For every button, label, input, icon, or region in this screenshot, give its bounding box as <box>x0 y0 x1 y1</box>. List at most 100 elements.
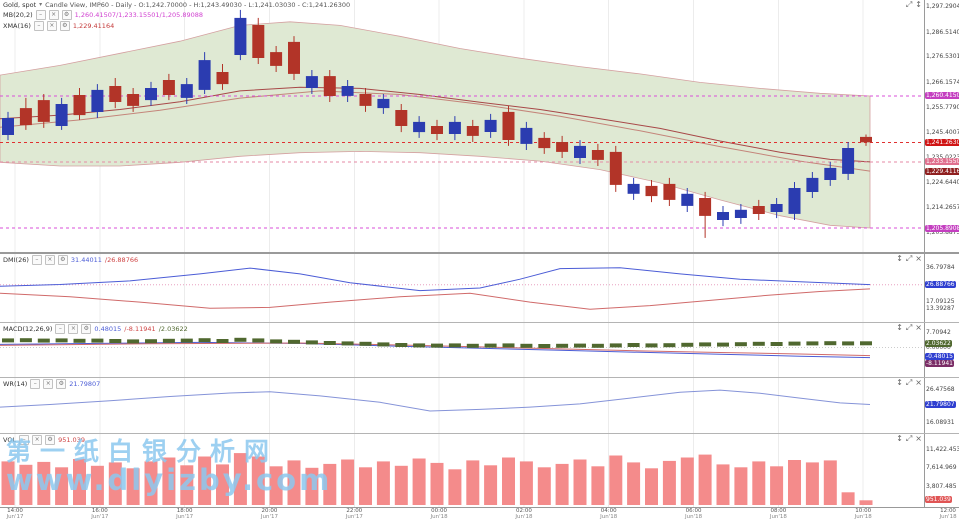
macd-histogram-bar <box>574 343 586 348</box>
candle-body <box>413 121 426 133</box>
candle-body <box>431 126 443 134</box>
wr-legend: WR(14) – × ⚙ 21.79807 <box>3 379 100 389</box>
macd-histogram-bar <box>770 342 783 346</box>
minus-di-line <box>0 288 871 310</box>
candle-body <box>288 41 300 74</box>
minimize-icon[interactable]: – <box>33 21 44 31</box>
minimize-icon[interactable]: – <box>55 324 66 334</box>
macd-histogram-bar <box>824 341 837 346</box>
candle-body <box>752 206 765 214</box>
settings-icon[interactable]: ⚙ <box>45 435 56 445</box>
macd-histogram-bar <box>359 341 372 346</box>
axis-label: 26.47568 <box>926 386 955 393</box>
close-icon[interactable]: × <box>915 434 922 443</box>
volume-panel: VOL – × ⚙ 951.039 ↕ ⤢ × 11,422.453 7,614.969 3,8… <box>0 433 959 507</box>
volume-bar <box>73 459 86 505</box>
resize-icon[interactable]: ↕ <box>896 434 903 443</box>
time-label: 08:00 Jun'18 <box>769 508 787 519</box>
dmi-axis[interactable]: 36.79784 17.09125 13.39287 26.88766 <box>924 254 959 322</box>
indicator-value: /26.88766 <box>104 256 139 264</box>
candle-body <box>681 193 694 206</box>
volume-bar <box>555 463 569 505</box>
volume-bar <box>412 458 426 505</box>
price-axis[interactable]: 1,297.29042 1,286.51400 1,276.53014 1,266.1… <box>924 0 959 252</box>
settings-icon[interactable]: ⚙ <box>61 10 72 20</box>
close-icon[interactable]: × <box>48 10 59 20</box>
indicator-value: /2.03622 <box>158 325 188 333</box>
axis-label: 17.09125 <box>926 298 955 306</box>
volume-bar <box>55 467 69 505</box>
macd-histogram-bar <box>788 341 801 346</box>
candle-body <box>663 183 676 200</box>
volume-bar <box>376 461 390 505</box>
wr-axis[interactable]: 26.47568 16.08931 21.79807 <box>924 378 959 433</box>
indicator-value: 21.79807 <box>69 380 101 388</box>
indicator-name: WR(14) <box>3 380 28 388</box>
macd-histogram-bar <box>198 338 211 343</box>
volume-bar <box>198 456 212 505</box>
expand-icon[interactable]: ⤢ <box>905 0 913 9</box>
macd-histogram-bar <box>341 341 354 346</box>
macd-histogram-bar <box>216 339 229 343</box>
macd-axis[interactable]: 7.70942 0.00000 2.03622 -0.48015 -8.11941 <box>924 323 959 377</box>
volume-bar <box>519 461 533 505</box>
indicator-value: 1,260.41507/1,233.15501/1,205.89088 <box>74 11 204 19</box>
axis-label: 1,255.77906 <box>926 103 959 111</box>
expand-icon[interactable]: ⤢ <box>905 434 913 443</box>
settings-icon[interactable]: ⚙ <box>57 255 68 265</box>
axis-label: 16.08931 <box>926 419 955 427</box>
indicator-name: MACD(12,26,9) <box>3 325 53 333</box>
candle-body <box>574 145 586 158</box>
macd-histogram-bar <box>484 343 497 348</box>
expand-icon[interactable]: ⤢ <box>905 323 913 332</box>
main-panel-controls: ⤢ ↕ <box>906 1 922 9</box>
settings-icon[interactable]: ⚙ <box>81 324 92 334</box>
resize-icon[interactable]: ↕ <box>896 378 903 387</box>
minimize-icon[interactable]: – <box>19 435 30 445</box>
candle-body <box>162 80 175 95</box>
candle-body <box>466 126 479 136</box>
macd-dea-line <box>0 342 871 357</box>
settings-icon[interactable]: ⚙ <box>56 379 67 389</box>
macd-histogram-bar <box>663 343 676 348</box>
minimize-icon[interactable]: – <box>30 379 41 389</box>
minimize-icon[interactable]: – <box>35 10 46 20</box>
close-icon[interactable]: × <box>32 435 43 445</box>
axis-label: 11,422.453 <box>926 445 959 453</box>
volume-bar <box>430 462 444 505</box>
symbol-label[interactable]: Gold, spot <box>3 1 37 9</box>
macd-histogram-bar <box>538 344 551 348</box>
expand-icon[interactable]: ⤢ <box>905 378 913 387</box>
settings-icon[interactable]: ⚙ <box>59 21 70 31</box>
axis-label: 1,276.53014 <box>926 53 959 61</box>
resize-icon[interactable]: ↕ <box>896 323 903 332</box>
candle-body <box>19 108 32 126</box>
minimize-icon[interactable]: – <box>31 255 42 265</box>
close-icon[interactable]: × <box>46 21 57 31</box>
time-label: 00:00 Jun'18 <box>430 508 448 519</box>
volume-bar <box>716 464 730 505</box>
resize-icon[interactable]: ↕ <box>896 254 903 263</box>
expand-icon[interactable]: ⤢ <box>905 254 913 263</box>
chevron-down-icon[interactable]: ▾ <box>39 1 43 8</box>
close-icon[interactable]: × <box>915 323 922 332</box>
dmi-panel: DMI(26) – × ⚙ 31.44011/26.88766 ↕ ⤢ × 36.79784… <box>0 252 959 322</box>
close-icon[interactable]: × <box>44 255 55 265</box>
close-icon[interactable]: × <box>68 324 79 334</box>
time-axis[interactable]: 14:00 Jun'17 16:00 Jun'17 18:00 Jun'17 20:00 Ju… <box>0 507 959 519</box>
time-label: 22:00 Jun'17 <box>345 508 363 519</box>
macd-histogram-bar <box>73 338 86 343</box>
close-icon[interactable]: × <box>43 379 54 389</box>
close-icon[interactable]: × <box>915 254 922 263</box>
candle-body <box>502 111 515 140</box>
macd-histogram-bar <box>413 343 426 348</box>
axis-label: 1,224.64404 <box>926 179 959 187</box>
time-label: 04:00 Jun'18 <box>600 508 618 519</box>
candle-body <box>699 198 712 216</box>
resize-icon[interactable]: ↕ <box>915 0 922 9</box>
volume-axis[interactable]: 11,422.453 7,614.969 3,807.485 951.039 <box>924 434 959 507</box>
axis-badge: 1,260.41507 <box>925 92 959 100</box>
close-icon[interactable]: × <box>915 378 922 387</box>
axis-label: 1,203.88734 <box>926 229 959 237</box>
